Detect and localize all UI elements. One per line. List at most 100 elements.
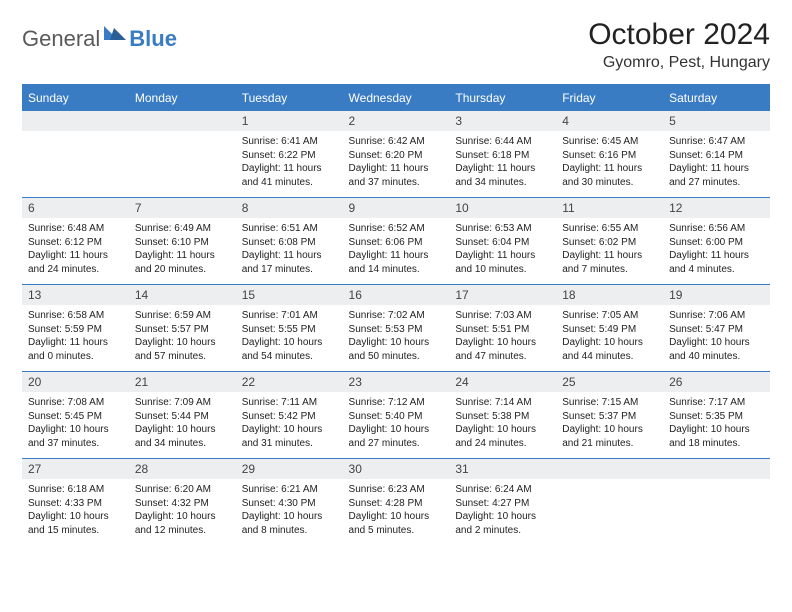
day-number <box>663 459 770 479</box>
day-header: Monday <box>129 85 236 110</box>
day-number: 12 <box>663 198 770 218</box>
day-details: Sunrise: 7:12 AMSunset: 5:40 PMDaylight:… <box>343 392 450 458</box>
calendar-cell: 9Sunrise: 6:52 AMSunset: 6:06 PMDaylight… <box>343 197 450 284</box>
location-text: Gyomro, Pest, Hungary <box>588 54 770 72</box>
brand-text-2: Blue <box>129 26 177 52</box>
calendar-cell <box>22 110 129 197</box>
day-number: 2 <box>343 111 450 131</box>
day-header: Tuesday <box>236 85 343 110</box>
day-details: Sunrise: 6:45 AMSunset: 6:16 PMDaylight:… <box>556 131 663 197</box>
calendar-cell: 28Sunrise: 6:20 AMSunset: 4:32 PMDayligh… <box>129 458 236 545</box>
calendar-cell <box>129 110 236 197</box>
calendar-table: Sunday Monday Tuesday Wednesday Thursday… <box>22 84 770 545</box>
calendar-week-row: 13Sunrise: 6:58 AMSunset: 5:59 PMDayligh… <box>22 284 770 371</box>
day-number: 27 <box>22 459 129 479</box>
day-details: Sunrise: 6:42 AMSunset: 6:20 PMDaylight:… <box>343 131 450 197</box>
calendar-cell: 5Sunrise: 6:47 AMSunset: 6:14 PMDaylight… <box>663 110 770 197</box>
day-header: Thursday <box>449 85 556 110</box>
title-block: October 2024 Gyomro, Pest, Hungary <box>588 18 770 72</box>
calendar-cell: 26Sunrise: 7:17 AMSunset: 5:35 PMDayligh… <box>663 371 770 458</box>
day-number: 1 <box>236 111 343 131</box>
calendar-cell: 16Sunrise: 7:02 AMSunset: 5:53 PMDayligh… <box>343 284 450 371</box>
day-number: 10 <box>449 198 556 218</box>
calendar-cell: 27Sunrise: 6:18 AMSunset: 4:33 PMDayligh… <box>22 458 129 545</box>
day-details: Sunrise: 6:51 AMSunset: 6:08 PMDaylight:… <box>236 218 343 284</box>
day-number <box>556 459 663 479</box>
calendar-cell: 12Sunrise: 6:56 AMSunset: 6:00 PMDayligh… <box>663 197 770 284</box>
calendar-week-row: 1Sunrise: 6:41 AMSunset: 6:22 PMDaylight… <box>22 110 770 197</box>
brand-text-1: General <box>22 26 100 52</box>
day-details: Sunrise: 6:55 AMSunset: 6:02 PMDaylight:… <box>556 218 663 284</box>
day-details: Sunrise: 6:59 AMSunset: 5:57 PMDaylight:… <box>129 305 236 371</box>
day-number: 4 <box>556 111 663 131</box>
day-number: 3 <box>449 111 556 131</box>
page-title: October 2024 <box>588 18 770 52</box>
calendar-cell: 8Sunrise: 6:51 AMSunset: 6:08 PMDaylight… <box>236 197 343 284</box>
day-number: 5 <box>663 111 770 131</box>
day-details: Sunrise: 7:09 AMSunset: 5:44 PMDaylight:… <box>129 392 236 458</box>
calendar-cell: 15Sunrise: 7:01 AMSunset: 5:55 PMDayligh… <box>236 284 343 371</box>
day-details: Sunrise: 7:17 AMSunset: 5:35 PMDaylight:… <box>663 392 770 458</box>
day-number: 6 <box>22 198 129 218</box>
calendar-cell: 23Sunrise: 7:12 AMSunset: 5:40 PMDayligh… <box>343 371 450 458</box>
day-header: Friday <box>556 85 663 110</box>
day-number: 31 <box>449 459 556 479</box>
day-number: 7 <box>129 198 236 218</box>
calendar-cell: 29Sunrise: 6:21 AMSunset: 4:30 PMDayligh… <box>236 458 343 545</box>
day-number: 23 <box>343 372 450 392</box>
day-number: 26 <box>663 372 770 392</box>
calendar-cell: 7Sunrise: 6:49 AMSunset: 6:10 PMDaylight… <box>129 197 236 284</box>
day-number: 20 <box>22 372 129 392</box>
brand-logo: General Blue <box>22 24 177 53</box>
day-details <box>556 479 663 541</box>
day-number: 18 <box>556 285 663 305</box>
calendar-cell: 18Sunrise: 7:05 AMSunset: 5:49 PMDayligh… <box>556 284 663 371</box>
day-details: Sunrise: 7:03 AMSunset: 5:51 PMDaylight:… <box>449 305 556 371</box>
calendar-cell: 30Sunrise: 6:23 AMSunset: 4:28 PMDayligh… <box>343 458 450 545</box>
day-header: Wednesday <box>343 85 450 110</box>
calendar-cell: 10Sunrise: 6:53 AMSunset: 6:04 PMDayligh… <box>449 197 556 284</box>
day-details: Sunrise: 7:05 AMSunset: 5:49 PMDaylight:… <box>556 305 663 371</box>
day-number: 30 <box>343 459 450 479</box>
day-number: 24 <box>449 372 556 392</box>
day-number: 14 <box>129 285 236 305</box>
day-number: 17 <box>449 285 556 305</box>
day-details: Sunrise: 6:44 AMSunset: 6:18 PMDaylight:… <box>449 131 556 197</box>
day-details: Sunrise: 6:58 AMSunset: 5:59 PMDaylight:… <box>22 305 129 371</box>
day-number: 8 <box>236 198 343 218</box>
day-details: Sunrise: 7:15 AMSunset: 5:37 PMDaylight:… <box>556 392 663 458</box>
calendar-cell: 14Sunrise: 6:59 AMSunset: 5:57 PMDayligh… <box>129 284 236 371</box>
day-details: Sunrise: 7:01 AMSunset: 5:55 PMDaylight:… <box>236 305 343 371</box>
day-number: 11 <box>556 198 663 218</box>
day-number: 28 <box>129 459 236 479</box>
day-details: Sunrise: 6:52 AMSunset: 6:06 PMDaylight:… <box>343 218 450 284</box>
calendar-cell: 6Sunrise: 6:48 AMSunset: 6:12 PMDaylight… <box>22 197 129 284</box>
day-number: 22 <box>236 372 343 392</box>
calendar-week-row: 6Sunrise: 6:48 AMSunset: 6:12 PMDaylight… <box>22 197 770 284</box>
day-number: 16 <box>343 285 450 305</box>
day-number <box>22 111 129 131</box>
calendar-cell: 24Sunrise: 7:14 AMSunset: 5:38 PMDayligh… <box>449 371 556 458</box>
day-number: 13 <box>22 285 129 305</box>
day-details: Sunrise: 7:14 AMSunset: 5:38 PMDaylight:… <box>449 392 556 458</box>
day-details: Sunrise: 7:02 AMSunset: 5:53 PMDaylight:… <box>343 305 450 371</box>
day-details: Sunrise: 7:08 AMSunset: 5:45 PMDaylight:… <box>22 392 129 458</box>
day-number <box>129 111 236 131</box>
calendar-cell <box>556 458 663 545</box>
calendar-cell: 4Sunrise: 6:45 AMSunset: 6:16 PMDaylight… <box>556 110 663 197</box>
day-details <box>663 479 770 541</box>
header: General Blue October 2024 Gyomro, Pest, … <box>22 18 770 72</box>
day-details: Sunrise: 7:06 AMSunset: 5:47 PMDaylight:… <box>663 305 770 371</box>
calendar-cell: 20Sunrise: 7:08 AMSunset: 5:45 PMDayligh… <box>22 371 129 458</box>
day-details: Sunrise: 6:23 AMSunset: 4:28 PMDaylight:… <box>343 479 450 545</box>
day-details: Sunrise: 6:49 AMSunset: 6:10 PMDaylight:… <box>129 218 236 284</box>
day-details: Sunrise: 6:56 AMSunset: 6:00 PMDaylight:… <box>663 218 770 284</box>
calendar-cell: 2Sunrise: 6:42 AMSunset: 6:20 PMDaylight… <box>343 110 450 197</box>
calendar-cell: 17Sunrise: 7:03 AMSunset: 5:51 PMDayligh… <box>449 284 556 371</box>
day-details: Sunrise: 6:48 AMSunset: 6:12 PMDaylight:… <box>22 218 129 284</box>
calendar-cell: 25Sunrise: 7:15 AMSunset: 5:37 PMDayligh… <box>556 371 663 458</box>
calendar-cell: 11Sunrise: 6:55 AMSunset: 6:02 PMDayligh… <box>556 197 663 284</box>
day-details <box>22 131 129 193</box>
calendar-cell: 21Sunrise: 7:09 AMSunset: 5:44 PMDayligh… <box>129 371 236 458</box>
calendar-cell: 19Sunrise: 7:06 AMSunset: 5:47 PMDayligh… <box>663 284 770 371</box>
